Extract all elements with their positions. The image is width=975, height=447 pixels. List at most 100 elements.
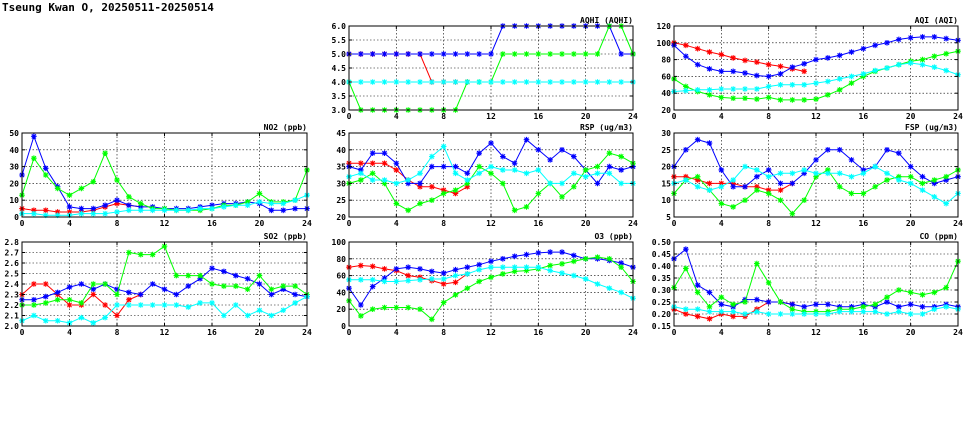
data-point — [742, 163, 748, 170]
data-point — [369, 150, 376, 156]
data-point — [559, 261, 565, 267]
data-point — [860, 170, 867, 177]
data-point — [523, 204, 530, 210]
data-point — [559, 180, 565, 187]
data-point — [683, 53, 689, 60]
x-tick-label: 4 — [719, 112, 724, 121]
data-point — [405, 180, 411, 187]
data-point — [547, 79, 553, 85]
y-tick-label: 20 — [336, 305, 346, 314]
y-tick-label: 4.5 — [332, 64, 347, 73]
x-tick-label: 0 — [20, 219, 25, 228]
data-point — [618, 260, 624, 266]
y-tick-label: 0 — [341, 322, 346, 331]
data-point — [547, 262, 553, 269]
data-point — [464, 183, 471, 190]
data-point — [825, 78, 831, 85]
data-point — [825, 170, 831, 177]
data-point — [54, 296, 61, 303]
data-point — [547, 157, 553, 163]
data-point — [369, 160, 376, 167]
data-point — [102, 302, 108, 308]
x-tick-label: 8 — [441, 328, 446, 337]
data-point — [718, 51, 725, 58]
data-point — [358, 160, 364, 167]
data-point — [358, 51, 364, 57]
data-point — [31, 312, 37, 319]
data-point — [31, 296, 37, 303]
so2-series-0-line — [21, 283, 142, 317]
data-point — [789, 82, 796, 88]
data-point — [114, 286, 120, 293]
data-point — [429, 79, 435, 85]
data-point — [618, 167, 624, 173]
data-point — [405, 79, 411, 85]
data-point — [114, 200, 120, 207]
data-point — [523, 264, 530, 270]
data-point — [173, 272, 180, 279]
data-point — [907, 163, 914, 170]
data-point — [742, 197, 748, 203]
data-point — [571, 252, 577, 259]
y-tick-label: 10 — [661, 196, 671, 205]
y-tick-label: 25 — [336, 196, 346, 205]
data-point — [706, 92, 713, 98]
data-point — [571, 79, 577, 85]
data-point — [114, 302, 120, 308]
data-point — [476, 170, 482, 177]
data-point — [381, 180, 388, 187]
data-point — [405, 304, 411, 311]
data-point — [836, 52, 843, 59]
x-tick-label: 12 — [486, 328, 496, 337]
data-point — [801, 311, 807, 317]
data-point — [256, 272, 263, 279]
x-tick-label: 4 — [394, 219, 399, 228]
x-tick-label: 12 — [486, 112, 496, 121]
data-point — [185, 304, 192, 310]
data-point — [488, 258, 494, 265]
data-point — [209, 265, 215, 272]
data-point — [405, 177, 411, 183]
data-point — [706, 180, 713, 187]
data-point — [535, 167, 542, 173]
y-tick-label: 2.6 — [5, 259, 20, 268]
data-point — [683, 306, 689, 312]
data-point — [173, 302, 180, 308]
data-point — [606, 163, 613, 170]
data-point — [919, 61, 926, 68]
data-point — [813, 157, 819, 163]
data-point — [369, 283, 376, 290]
data-point — [606, 150, 613, 156]
data-point — [137, 204, 144, 210]
data-point — [559, 79, 565, 85]
y-tick-label: 0.45 — [652, 250, 671, 259]
data-point — [292, 205, 298, 212]
y-tick-label: 40 — [336, 288, 346, 297]
data-point — [594, 254, 601, 260]
data-point — [232, 202, 239, 209]
data-point — [173, 207, 180, 214]
data-point — [78, 300, 85, 306]
data-point — [907, 173, 914, 180]
data-point — [197, 205, 203, 212]
data-point — [429, 276, 435, 282]
data-point — [149, 251, 156, 258]
x-tick-label: 20 — [255, 328, 265, 337]
data-point — [440, 190, 447, 197]
data-point — [742, 299, 748, 305]
data-point — [907, 60, 914, 66]
x-tick-label: 24 — [953, 328, 963, 337]
data-point — [369, 79, 376, 85]
x-tick-label: 16 — [207, 219, 217, 228]
x-tick-label: 8 — [441, 219, 446, 228]
data-point — [907, 311, 914, 317]
data-point — [393, 278, 400, 285]
x-tick-label: 4 — [67, 219, 72, 228]
aqi-series-3 — [671, 60, 961, 95]
data-point — [221, 312, 227, 319]
data-point — [369, 277, 376, 283]
panel-aqi: 0 4 8 12 16 20 24 20 40 60 80 100 120 AQI (AQI) — [657, 16, 963, 121]
data-point — [777, 82, 784, 88]
data-point — [730, 86, 736, 92]
y-tick-label: 0.35 — [652, 274, 671, 283]
